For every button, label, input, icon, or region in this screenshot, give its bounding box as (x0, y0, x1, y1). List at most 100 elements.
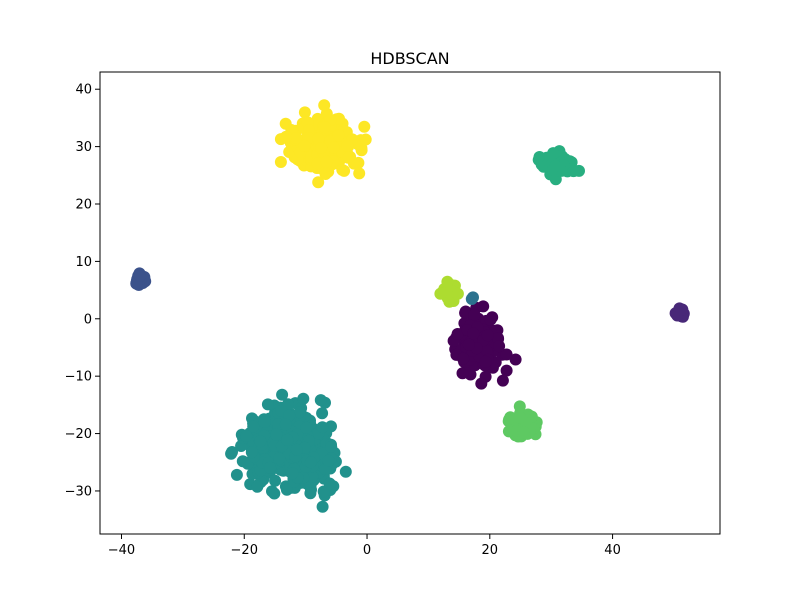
scatter-point (481, 329, 494, 342)
scatter-point (230, 468, 243, 481)
y-tick-label: 20 (75, 198, 92, 213)
scatter-point (462, 338, 475, 351)
x-tick-label: −40 (108, 543, 135, 558)
scatter-point (276, 388, 289, 401)
scatter-point (290, 132, 303, 144)
scatter-point (251, 480, 264, 493)
y-tick-label: 10 (75, 255, 92, 270)
x-tick-label: −20 (231, 543, 258, 558)
scatter-point (312, 132, 325, 145)
y-tick-label: 30 (75, 140, 92, 155)
x-tick-label: 0 (363, 543, 371, 558)
scatter-point (286, 467, 299, 480)
scatter-point (339, 465, 352, 478)
scatter-point (283, 409, 296, 422)
scatter-point (493, 340, 506, 353)
scatter-point (254, 435, 267, 448)
scatter-point (264, 461, 277, 474)
y-tick-label: −10 (65, 370, 92, 385)
x-axis: −40 −20 0 20 40 (108, 534, 621, 558)
scatter-point (298, 139, 311, 152)
chart-title: HDBSCAN (370, 49, 449, 68)
scatter-point (514, 411, 526, 424)
scatter-point (441, 275, 454, 288)
scatter-point (258, 416, 271, 428)
data-points (130, 99, 690, 513)
scatter-point (304, 487, 317, 500)
scatter-point (297, 392, 310, 405)
scatter-point (316, 421, 329, 434)
scatter-point (451, 287, 464, 300)
y-tick-label: 40 (75, 83, 92, 98)
scatter-point (477, 300, 490, 313)
scatter-point (304, 456, 317, 469)
scatter-point (341, 139, 354, 152)
scatter-point (353, 167, 366, 180)
scatter-point (336, 163, 349, 176)
scatter-point (342, 151, 355, 164)
scatter-point (509, 353, 522, 366)
y-tick-label: −30 (65, 484, 92, 499)
scatter-point (496, 374, 509, 387)
plot-frame (99, 71, 721, 535)
scatter-point (312, 176, 325, 189)
scatter-point (457, 352, 470, 365)
scatter-point (315, 142, 328, 154)
scatter-point (133, 269, 146, 282)
scatter-point (327, 141, 340, 154)
scatter-point (475, 377, 488, 390)
scatter-point (325, 440, 338, 453)
scatter-point (359, 133, 372, 146)
scatter-point (318, 121, 331, 134)
scatter-point (459, 307, 472, 319)
scatter-point (314, 394, 327, 407)
scatter-point (240, 429, 253, 442)
y-tick-label: 0 (84, 312, 92, 327)
scatter-point (226, 446, 238, 458)
y-axis: −30 −20 −10 0 10 20 30 40 (65, 83, 100, 499)
scatter-point (318, 99, 331, 112)
scatter-point (269, 474, 282, 487)
scatter-point (247, 420, 260, 433)
scatter-point (279, 418, 292, 431)
scatter-point (280, 130, 293, 143)
scatter-point (358, 120, 371, 133)
scatter-point (281, 433, 294, 446)
scatter-point (273, 452, 286, 465)
scatter-point (479, 355, 492, 368)
scatter-point (306, 470, 319, 483)
scatter-point (316, 407, 329, 420)
scatter-point (480, 344, 493, 357)
scatter-point (517, 426, 530, 439)
x-tick-label: 20 (482, 543, 499, 558)
x-tick-label: 40 (604, 543, 621, 558)
scatter-point (500, 364, 513, 377)
scatter-point (484, 313, 497, 326)
scatter-point (320, 155, 333, 168)
scatter-point (434, 287, 447, 300)
scatter-point (274, 156, 287, 168)
scatter-point (290, 443, 303, 456)
y-tick-label: −20 (65, 427, 92, 442)
scatter-point (513, 400, 526, 413)
scatter-point (261, 398, 274, 411)
scatter-point (451, 328, 464, 340)
scatter-point (468, 308, 481, 321)
scatter-point (323, 477, 336, 490)
scatter-point (280, 483, 293, 496)
scatter-point (500, 348, 513, 361)
scatter-point (467, 327, 480, 340)
scatter-point (298, 106, 311, 119)
scatter-point (322, 454, 335, 467)
scatter-point (245, 446, 258, 459)
scatter-point (549, 160, 562, 173)
scatter-point (300, 421, 313, 434)
scatter-point (547, 147, 560, 160)
scatter-point (293, 406, 306, 419)
scatter-point (675, 303, 688, 316)
scatter-point (266, 485, 278, 498)
scatter-point (467, 291, 479, 304)
scatter-point (332, 129, 345, 142)
scatter-point (316, 500, 329, 513)
